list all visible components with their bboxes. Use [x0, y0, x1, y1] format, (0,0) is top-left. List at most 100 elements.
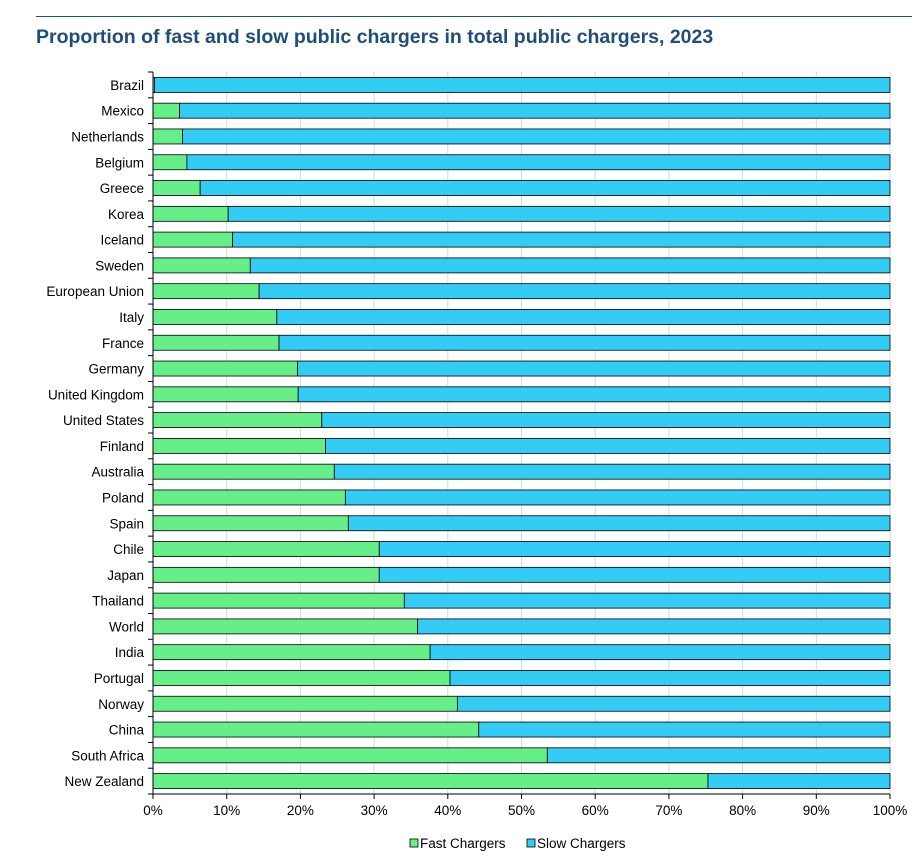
bar-fast-chargers [152, 360, 298, 377]
legend-label: Slow Chargers [537, 836, 626, 851]
bar-fast-chargers [152, 618, 418, 635]
bar-slow-chargers [546, 747, 891, 764]
category-label: Italy [119, 310, 144, 325]
bar-slow-chargers [276, 309, 891, 325]
bar-fast-chargers [152, 747, 548, 764]
category-label: New Zealand [64, 774, 144, 789]
legend-label: Fast Chargers [420, 836, 506, 851]
bar-fast-chargers [152, 515, 349, 532]
bar-slow-chargers [179, 102, 891, 119]
bar-fast-chargers [152, 231, 233, 248]
category-label: Iceland [100, 233, 144, 248]
chart-title: Proportion of fast and slow public charg… [36, 26, 714, 48]
x-tick-label: 70% [655, 803, 682, 818]
bar-fast-chargers [152, 773, 709, 790]
bar-slow-chargers [344, 489, 891, 506]
bar-slow-chargers [186, 154, 891, 171]
x-tick-label: 20% [287, 803, 314, 818]
bar-slow-chargers [182, 128, 891, 145]
bar-fast-chargers [152, 257, 251, 274]
category-label: Poland [102, 490, 144, 505]
bar-fast-chargers [152, 437, 326, 454]
bar-fast-chargers [152, 205, 229, 222]
bar-slow-chargers [199, 180, 891, 196]
category-label: China [109, 723, 145, 738]
bar-fast-chargers [152, 489, 346, 506]
bar-slow-chargers [417, 618, 891, 635]
bar-fast-chargers [152, 334, 280, 351]
category-label: Finland [100, 439, 144, 454]
bar-fast-chargers [152, 541, 380, 557]
x-tick-label: 60% [582, 803, 609, 818]
category-label: Sweden [95, 258, 144, 273]
category-label: Australia [91, 465, 144, 480]
category-label: Japan [107, 568, 144, 583]
bar-fast-chargers [152, 566, 380, 583]
bar-fast-chargers [152, 695, 458, 712]
legend-swatch [526, 838, 536, 848]
category-label: European Union [46, 284, 144, 299]
bar-slow-chargers [378, 566, 891, 583]
x-tick-label: 90% [803, 803, 830, 818]
bar-slow-chargers [154, 76, 891, 93]
bar-slow-chargers [297, 360, 891, 377]
category-label: Netherlands [71, 129, 144, 144]
bar-slow-chargers [449, 670, 891, 686]
category-label: Portugal [94, 671, 144, 686]
bar-slow-chargers [278, 334, 891, 351]
bar-fast-chargers [152, 102, 180, 119]
bar-slow-chargers [403, 592, 891, 609]
bar-fast-chargers [152, 283, 260, 300]
category-label: Norway [98, 697, 144, 712]
title-rule [36, 16, 912, 17]
bar-fast-chargers [152, 309, 278, 325]
category-label: Greece [100, 181, 144, 196]
bar-fast-chargers [152, 721, 480, 738]
x-tick-label: 80% [729, 803, 756, 818]
bar-slow-chargers [232, 231, 891, 248]
category-label: United Kingdom [48, 387, 144, 402]
bar-slow-chargers [297, 386, 891, 403]
bar-slow-chargers [321, 412, 891, 429]
bar-fast-chargers [152, 412, 323, 429]
category-label: Brazil [110, 78, 144, 93]
bar-fast-chargers [152, 644, 431, 661]
x-tick-label: 30% [361, 803, 388, 818]
category-label: Germany [88, 362, 144, 377]
bar-fast-chargers [152, 670, 451, 686]
x-tick-label: 50% [508, 803, 535, 818]
category-label: India [115, 645, 145, 660]
bar-slow-chargers [378, 541, 891, 557]
category-label: Mexico [101, 104, 144, 119]
bar-slow-chargers [429, 644, 891, 661]
x-tick-label: 10% [213, 803, 240, 818]
x-tick-label: 40% [434, 803, 461, 818]
legend-swatch [409, 838, 419, 848]
bar-fast-chargers [152, 463, 335, 480]
bar-slow-chargers [478, 721, 891, 738]
bar-slow-chargers [347, 515, 891, 532]
bar-fast-chargers [152, 154, 188, 171]
bar-fast-chargers [152, 180, 201, 196]
category-label: Korea [108, 207, 145, 222]
bar-slow-chargers [333, 463, 891, 480]
bar-slow-chargers [456, 695, 891, 712]
category-label: Chile [113, 542, 144, 557]
category-label: United States [63, 413, 144, 428]
category-label: Thailand [92, 594, 144, 609]
category-label: France [102, 336, 144, 351]
bar-slow-chargers [227, 205, 891, 222]
bar-fast-chargers [152, 592, 405, 609]
category-label: Spain [109, 516, 144, 531]
bar-fast-chargers [152, 128, 183, 145]
x-tick-label: 0% [143, 803, 163, 818]
category-label: World [109, 619, 144, 634]
bar-slow-chargers [249, 257, 891, 274]
bar-slow-chargers [325, 437, 891, 454]
x-tick-label: 100% [873, 803, 908, 818]
bar-fast-chargers [152, 386, 299, 403]
bar-slow-chargers [707, 773, 891, 790]
bar-slow-chargers [258, 283, 891, 300]
category-label: Belgium [95, 155, 144, 170]
